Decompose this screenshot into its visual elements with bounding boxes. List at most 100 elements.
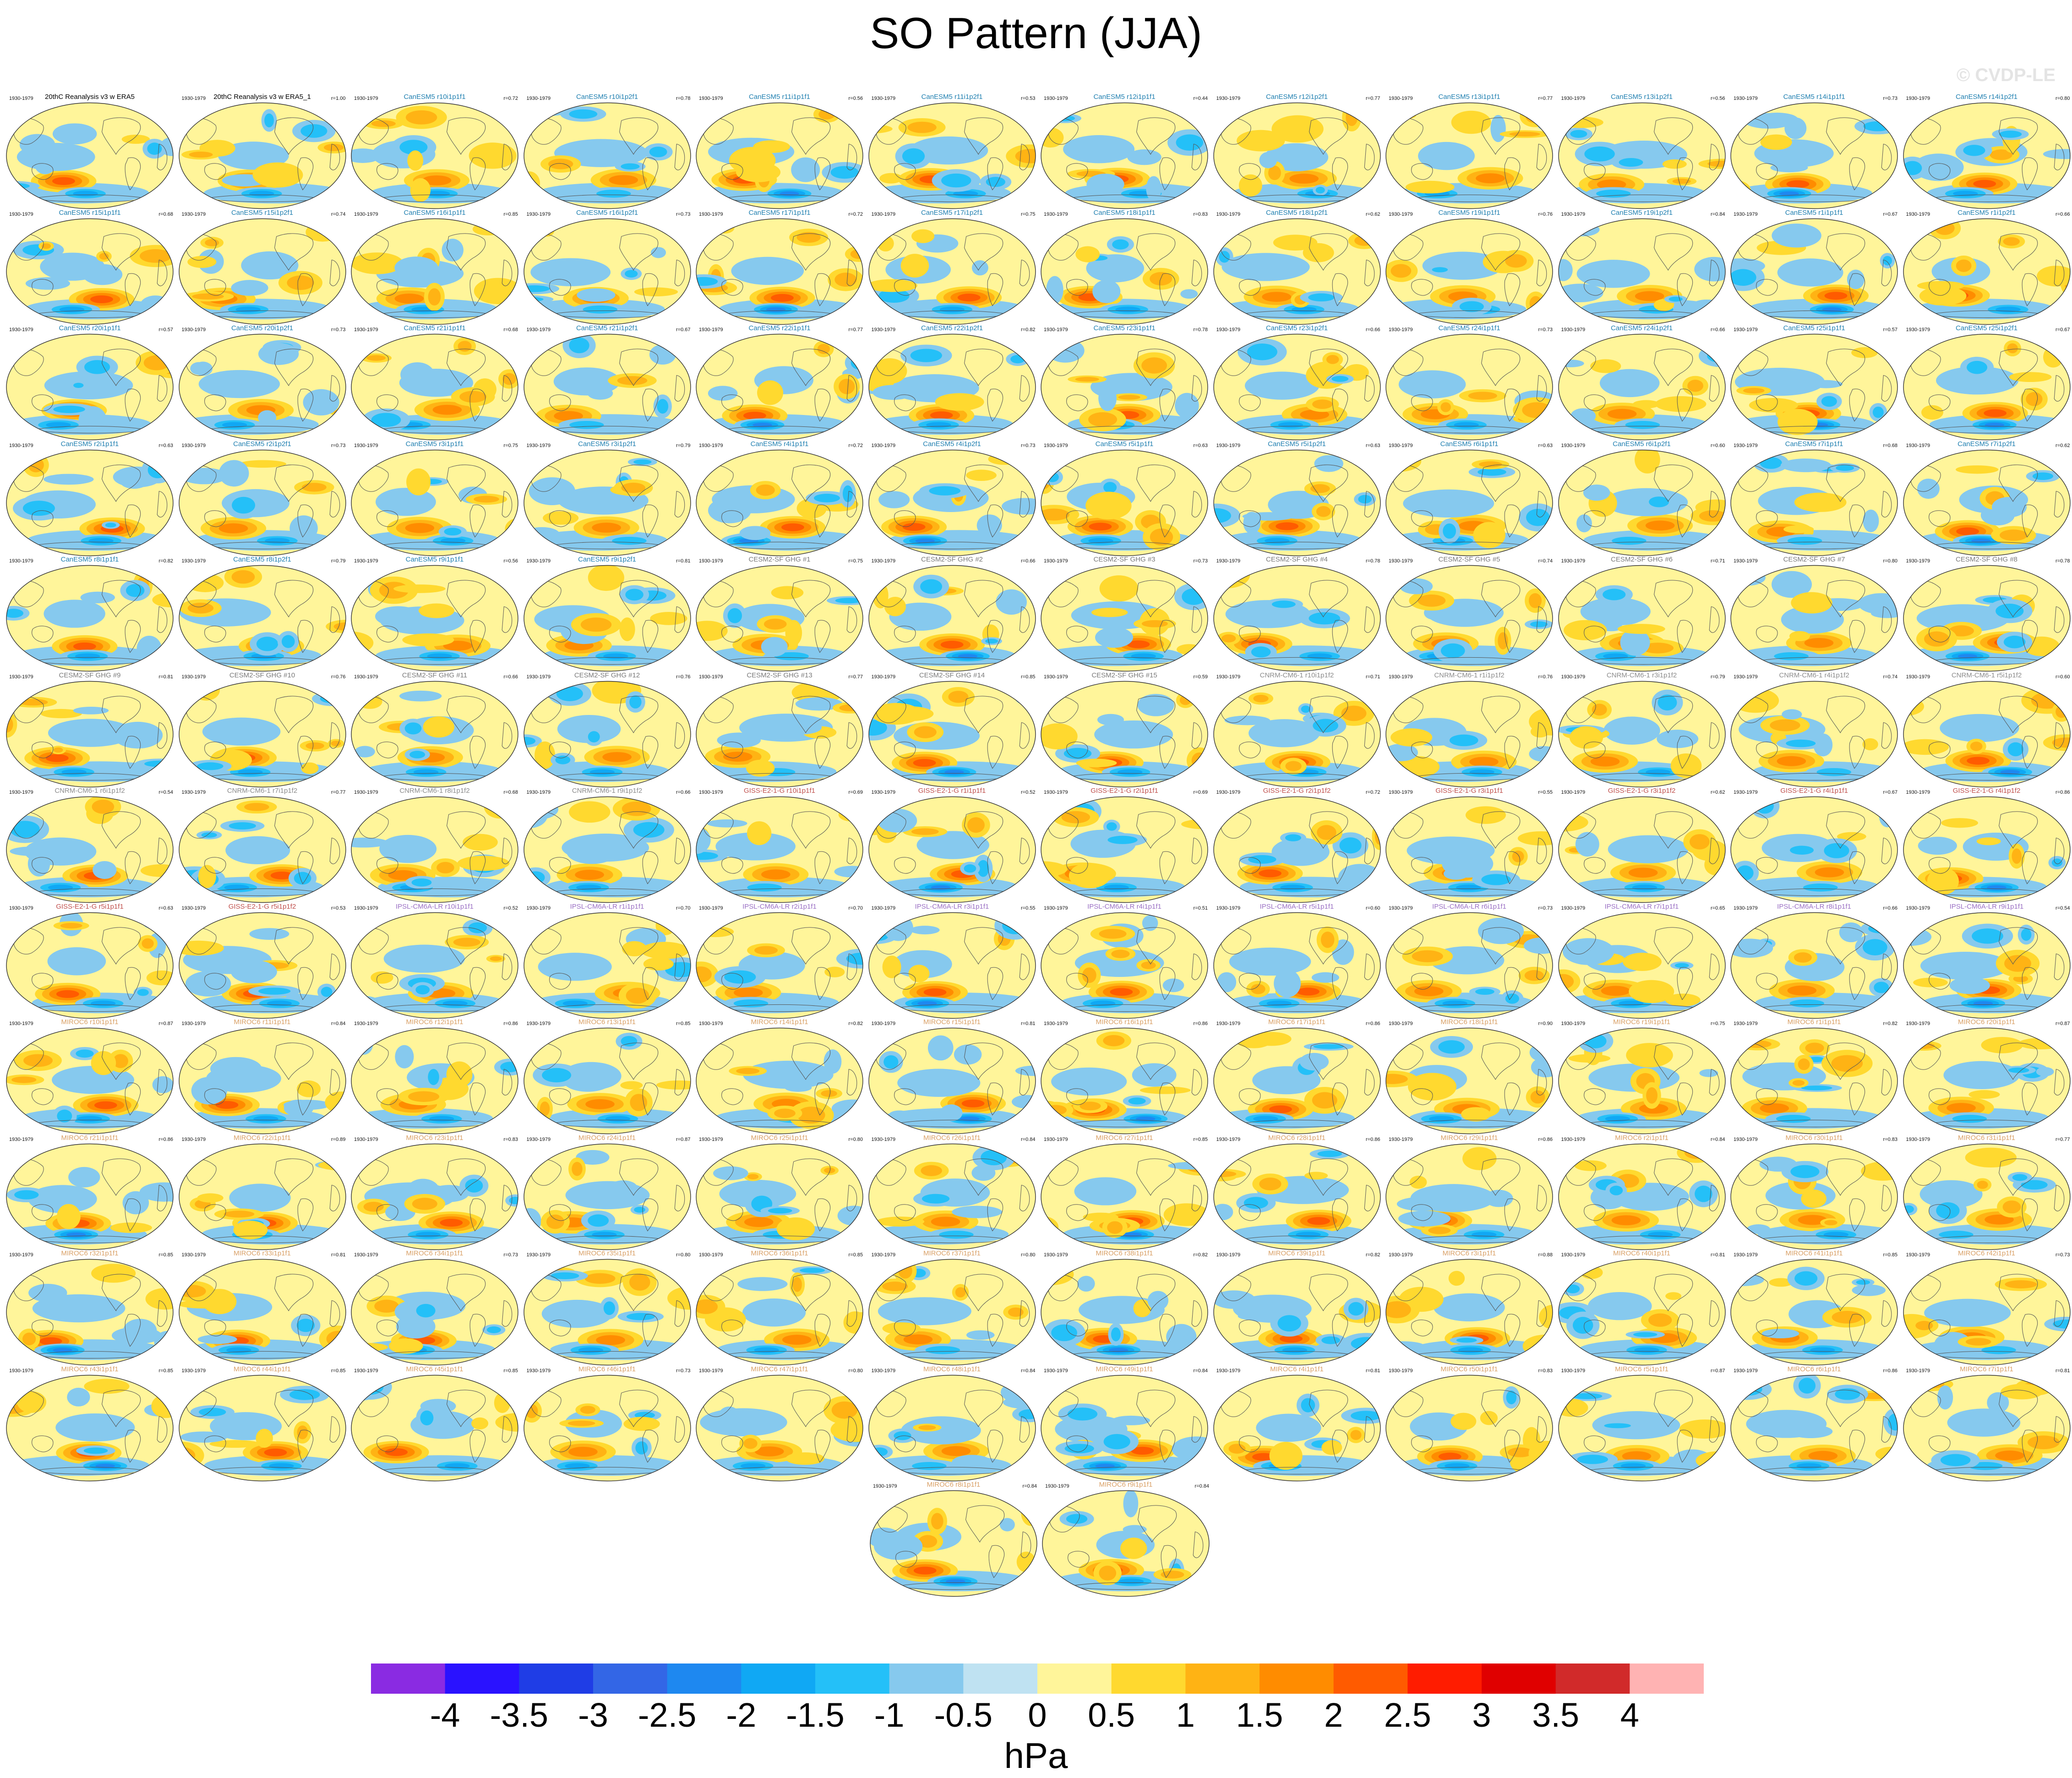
panel-map <box>1385 449 1553 556</box>
negative-anomaly <box>83 1447 108 1454</box>
positive-anomaly <box>580 1405 595 1414</box>
negative-anomaly <box>568 109 597 119</box>
negative-anomaly <box>395 1045 414 1069</box>
panel-correlation: r=0.68 <box>503 327 518 333</box>
panel-map <box>178 333 346 441</box>
colorbar <box>371 1663 1704 1694</box>
panel-map <box>6 449 174 556</box>
positive-anomaly <box>1815 867 1844 878</box>
negative-anomaly <box>1295 1231 1321 1238</box>
coastline <box>1709 259 1719 286</box>
positive-anomaly <box>1687 380 1703 392</box>
panel-title: CanESM5 r5i1p1f1 <box>1095 440 1154 448</box>
map-panel: 1930-1979 MIROC6 r48i1p1f1 r=0.84 <box>866 1365 1038 1483</box>
positive-anomaly <box>588 565 624 591</box>
negative-anomaly <box>2003 635 2025 649</box>
coastline <box>102 233 141 271</box>
negative-anomaly <box>235 306 261 312</box>
positive-anomaly <box>1236 130 1285 152</box>
coastline <box>1709 375 1719 402</box>
negative-anomaly <box>1398 370 1466 398</box>
positive-anomaly <box>1469 756 1499 767</box>
coastline <box>1653 349 1693 386</box>
negative-anomaly <box>1782 709 1802 720</box>
panel-correlation: r=0.80 <box>1883 558 1898 564</box>
positive-anomaly <box>1269 1105 1292 1113</box>
negative-anomaly <box>256 637 278 651</box>
negative-anomaly <box>351 148 381 163</box>
coastline <box>987 388 1003 422</box>
negative-anomaly <box>1443 867 1469 880</box>
negative-anomaly <box>1309 612 1340 625</box>
positive-anomaly <box>179 1285 206 1298</box>
coastline <box>1504 504 1521 538</box>
map-panel: 1930-1979 CESM2-SF GHG #14 r=0.85 <box>866 671 1038 789</box>
panel-map <box>178 218 346 325</box>
positive-anomaly <box>744 1216 774 1227</box>
panel-correlation: r=0.57 <box>158 327 174 333</box>
negative-anomaly <box>1403 489 1494 518</box>
positive-anomaly <box>1731 232 1739 241</box>
panel-title: MIROC6 r28i1p1f1 <box>1268 1134 1326 1142</box>
coastline <box>1019 491 1030 518</box>
map-panel: 1930-1979 20thC Reanalysis v3 w ERA5 <box>4 93 176 211</box>
panel-period: 1930-1979 <box>9 96 33 101</box>
map-panel: 1930-1979 CESM2-SF GHG #10 r=0.76 <box>176 671 349 789</box>
map-panel: 1930-1979 IPSL-CM6A-LR r7i1p1f1 r=0.65 <box>1556 903 1728 1020</box>
panel-correlation: r=0.66 <box>1711 327 1725 333</box>
map-panel: 1930-1979 CESM2-SF GHG #12 r=0.76 <box>521 671 693 789</box>
panel-title: CNRM-CM6-1 r10i1p1f2 <box>1260 671 1334 679</box>
map-panel: 1930-1979 CanESM5 r4i1p2f1 r=0.73 <box>866 440 1038 558</box>
panel-title: CanESM5 r3i1p1f1 <box>405 440 464 448</box>
panel-map <box>868 796 1036 903</box>
panel-correlation: r=0.67 <box>1883 211 1898 217</box>
panel-map <box>1730 218 1898 325</box>
panel-map <box>1213 218 1381 325</box>
negative-anomaly <box>1396 1196 1447 1211</box>
positive-anomaly <box>1789 631 1810 641</box>
coastline <box>1756 163 1778 180</box>
positive-anomaly <box>539 223 555 237</box>
panel-title: MIROC6 r35i1p1f1 <box>578 1249 636 1257</box>
panel-map <box>1213 565 1381 672</box>
negative-anomaly <box>264 537 290 544</box>
positive-anomaly <box>619 617 635 641</box>
positive-anomaly <box>110 1222 152 1233</box>
panel-title: CanESM5 r3i1p2f1 <box>578 440 636 448</box>
panel-map <box>1385 102 1553 209</box>
panel-correlation: r=0.73 <box>1883 96 1898 101</box>
positive-anomaly <box>1110 987 1133 996</box>
positive-anomaly <box>902 523 925 531</box>
negative-anomaly <box>1103 1434 1130 1449</box>
page-title: SO Pattern (JJA) <box>870 9 1202 58</box>
colorbar-bin <box>1185 1663 1260 1694</box>
positive-anomaly <box>763 618 787 630</box>
negative-anomaly <box>591 1231 617 1238</box>
map-panel: 1930-1979 CESM2-SF GHG #3 r=0.73 <box>1038 556 1210 673</box>
negative-anomaly <box>1779 191 1799 196</box>
globe-border <box>696 218 863 325</box>
positive-anomaly <box>255 1428 273 1448</box>
panel-map <box>868 333 1036 441</box>
panel-period: 1930-1979 <box>1044 211 1068 217</box>
negative-anomaly <box>529 477 575 505</box>
map-panel: 1930-1979 MIROC6 r34i1p1f1 r=0.73 <box>349 1250 521 1367</box>
coastline <box>1481 233 1521 271</box>
negative-anomaly <box>902 148 925 164</box>
positive-anomaly <box>1568 1054 1610 1063</box>
negative-anomaly <box>791 157 820 182</box>
panel-correlation: r=0.76 <box>331 674 346 680</box>
positive-anomaly <box>459 391 487 403</box>
negative-anomaly <box>354 1034 373 1055</box>
positive-anomaly <box>743 411 766 420</box>
map-panel: 1930-1979 MIROC6 r43i1p1f1 r=0.85 <box>4 1365 176 1483</box>
panel-period: 1930-1979 <box>699 96 723 101</box>
panel-correlation: r=0.72 <box>848 211 863 217</box>
panel-correlation: r=0.76 <box>1538 674 1553 680</box>
map-panel: 1930-1979 MIROC6 r36i1p1f1 r=0.85 <box>693 1250 866 1367</box>
positive-anomaly <box>1917 281 1965 290</box>
colorbar-bin <box>741 1663 816 1694</box>
panel-title: MIROC6 r8i1p1f1 <box>927 1481 981 1489</box>
negative-anomaly <box>1127 149 1161 165</box>
panel-map <box>351 1374 518 1481</box>
